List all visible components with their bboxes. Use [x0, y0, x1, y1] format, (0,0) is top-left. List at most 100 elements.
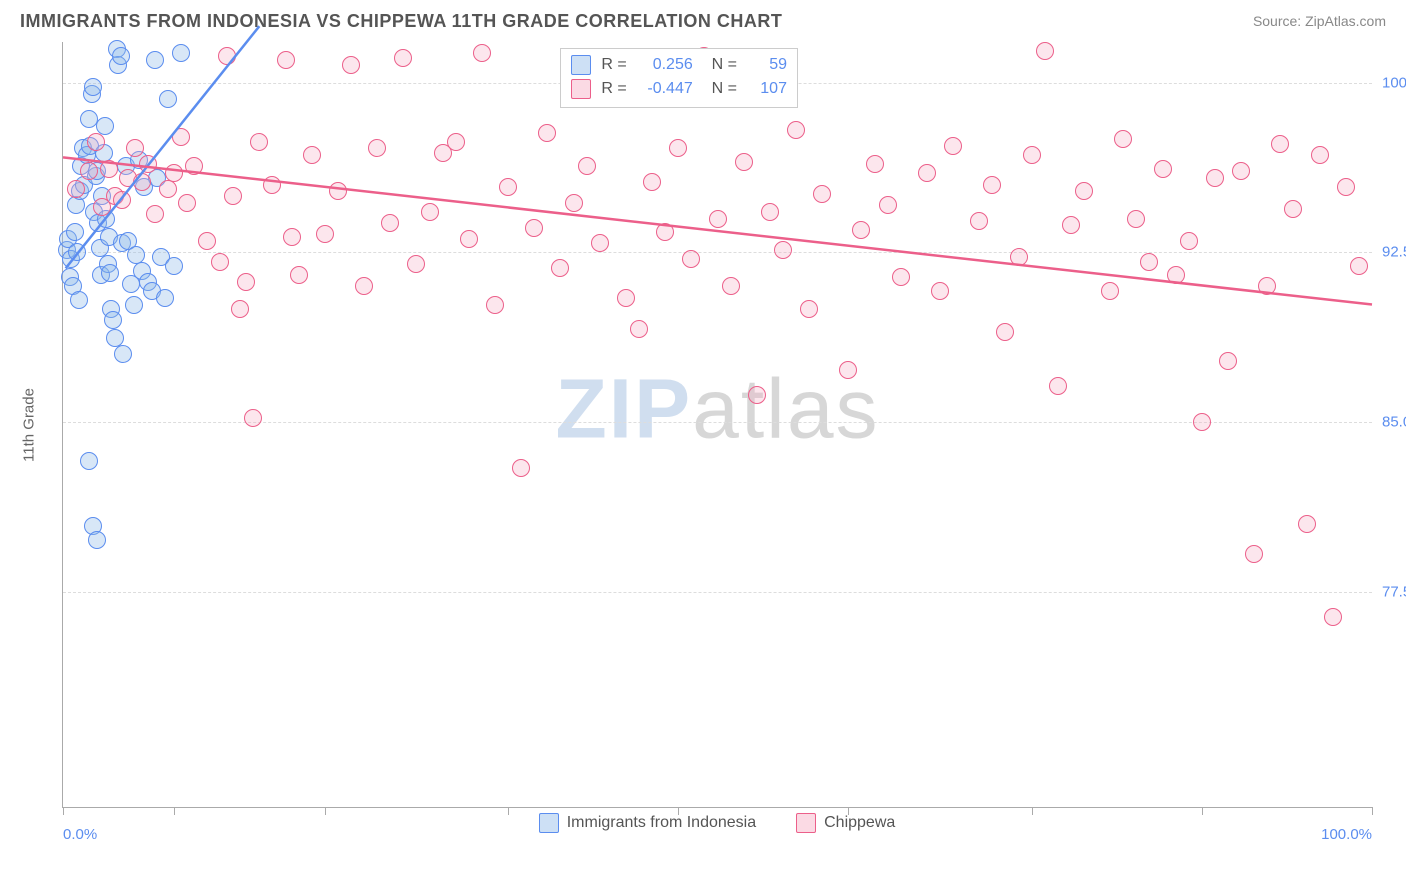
data-point [1075, 182, 1093, 200]
data-point [682, 250, 700, 268]
data-point [1154, 160, 1172, 178]
data-point [125, 296, 143, 314]
data-point [983, 176, 1001, 194]
data-point [486, 296, 504, 314]
data-point [787, 121, 805, 139]
data-point [421, 203, 439, 221]
data-point [303, 146, 321, 164]
data-point [578, 157, 596, 175]
legend-label-blue: Immigrants from Indonesia [567, 814, 756, 832]
data-point [159, 180, 177, 198]
y-tick-label: 92.5% [1382, 244, 1406, 261]
data-point [1271, 135, 1289, 153]
data-point [368, 139, 386, 157]
data-point [66, 223, 84, 241]
watermark-zip: ZIP [555, 362, 692, 456]
data-point [112, 47, 130, 65]
data-point [355, 277, 373, 295]
data-point [813, 185, 831, 203]
data-point [565, 194, 583, 212]
data-point [250, 133, 268, 151]
data-point [551, 259, 569, 277]
data-point [512, 459, 530, 477]
y-tick-label: 77.5% [1382, 583, 1406, 600]
y-tick-label: 85.0% [1382, 414, 1406, 431]
data-point [525, 219, 543, 237]
chart-area: ZIPatlas 100.0%92.5%85.0%77.5% 0.0% 100.… [48, 42, 1386, 844]
data-point [1062, 216, 1080, 234]
data-point [218, 47, 236, 65]
data-point [944, 137, 962, 155]
data-point [133, 173, 151, 191]
data-point [80, 452, 98, 470]
plot-region: ZIPatlas 100.0%92.5%85.0%77.5% 0.0% 100.… [62, 42, 1372, 808]
stat-n-label: N = [703, 53, 737, 77]
data-point [139, 155, 157, 173]
data-point [852, 221, 870, 239]
data-point [70, 291, 88, 309]
data-point [473, 44, 491, 62]
swatch-blue-icon [539, 813, 559, 833]
data-point [892, 268, 910, 286]
stat-r-label: R = [601, 77, 626, 101]
data-point [1167, 266, 1185, 284]
gridline [63, 252, 1372, 253]
legend-label-pink: Chippewa [824, 814, 895, 832]
data-point [617, 289, 635, 307]
data-point [156, 289, 174, 307]
data-point [178, 194, 196, 212]
data-point [394, 49, 412, 67]
series-legend: Immigrants from Indonesia Chippewa [48, 808, 1386, 838]
data-point [735, 153, 753, 171]
data-point [1311, 146, 1329, 164]
stats-row-pink: R = -0.447 N = 107 [571, 77, 787, 101]
data-point [101, 264, 119, 282]
data-point [1114, 130, 1132, 148]
chart-source: Source: ZipAtlas.com [1253, 13, 1386, 29]
data-point [381, 214, 399, 232]
trend-lines [63, 42, 1372, 807]
data-point [709, 210, 727, 228]
data-point [1049, 377, 1067, 395]
y-tick-label: 100.0% [1382, 74, 1406, 91]
data-point [172, 128, 190, 146]
data-point [67, 180, 85, 198]
data-point [1337, 178, 1355, 196]
data-point [283, 228, 301, 246]
data-point [185, 157, 203, 175]
data-point [879, 196, 897, 214]
legend-item-pink: Chippewa [796, 813, 895, 833]
data-point [159, 90, 177, 108]
data-point [114, 345, 132, 363]
data-point [263, 176, 281, 194]
data-point [165, 257, 183, 275]
data-point [1350, 257, 1368, 275]
data-point [1258, 277, 1276, 295]
data-point [1245, 545, 1263, 563]
data-point [165, 164, 183, 182]
data-point [499, 178, 517, 196]
stats-row-blue: R = 0.256 N = 59 [571, 53, 787, 77]
data-point [231, 300, 249, 318]
data-point [591, 234, 609, 252]
stat-n-label: N = [703, 77, 737, 101]
data-point [224, 187, 242, 205]
data-point [669, 139, 687, 157]
swatch-blue-icon [571, 55, 591, 75]
data-point [996, 323, 1014, 341]
data-point [87, 133, 105, 151]
data-point [1140, 253, 1158, 271]
data-point [237, 273, 255, 291]
stats-legend: R = 0.256 N = 59 R = -0.447 N = 107 [560, 48, 798, 108]
stat-r-pink: -0.447 [637, 77, 693, 101]
data-point [1127, 210, 1145, 228]
watermark: ZIPatlas [555, 361, 879, 458]
data-point [800, 300, 818, 318]
data-point [290, 266, 308, 284]
data-point [198, 232, 216, 250]
data-point [172, 44, 190, 62]
data-point [1036, 42, 1054, 60]
data-point [1023, 146, 1041, 164]
data-point [329, 182, 347, 200]
chart-title: IMMIGRANTS FROM INDONESIA VS CHIPPEWA 11… [20, 11, 782, 32]
